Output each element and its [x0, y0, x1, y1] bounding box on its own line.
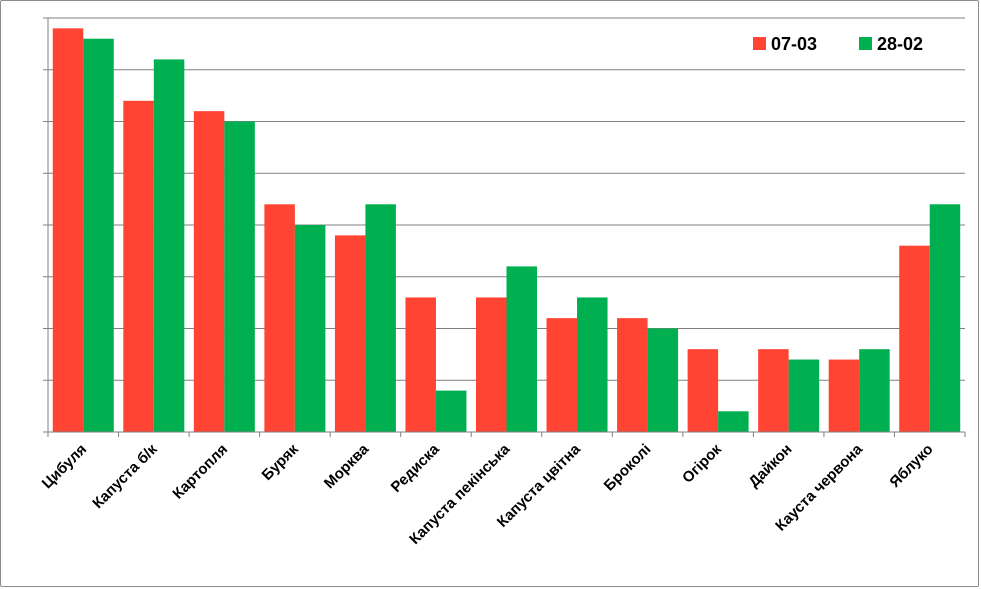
bar-07-03-9 [687, 349, 719, 432]
bars [52, 28, 961, 433]
bar-07-03-2 [193, 111, 225, 433]
bar-28-02-9 [718, 411, 749, 432]
bar-28-02-5 [435, 390, 467, 432]
legend-swatch-28-02 [859, 37, 872, 50]
category-label: Картопля [169, 441, 231, 503]
bar-28-02-2 [224, 121, 255, 432]
axes [43, 17, 966, 437]
legend-label-07-03: 07-03 [771, 34, 817, 54]
category-labels: Цибуля Капуста б/к Картопля Буряк Морква Реди… [39, 440, 937, 548]
bar-07-03-0 [52, 28, 84, 432]
category-label: Дайкон [745, 441, 795, 491]
bar-07-03-7 [546, 318, 578, 432]
bar-07-03-10 [758, 349, 789, 432]
bar-07-03-3 [264, 204, 295, 432]
category-label: Яблуко [886, 441, 936, 491]
category-label: Цибуля [39, 441, 90, 492]
bar-28-02-10 [788, 359, 820, 432]
bar-28-02-12 [929, 204, 961, 432]
bar-07-03-11 [828, 359, 860, 432]
bar-07-03-12 [899, 245, 930, 432]
category-label: Капуста б/к [89, 440, 161, 512]
category-label: Броколі [601, 441, 655, 495]
bar-07-03-6 [476, 297, 507, 432]
bar-28-02-3 [294, 225, 326, 432]
legend-swatch-07-03 [753, 37, 766, 50]
legend: 07-03 28-02 [753, 34, 923, 54]
bar-07-03-8 [617, 318, 648, 432]
legend-label-28-02: 28-02 [877, 34, 923, 54]
bar-28-02-6 [506, 266, 537, 432]
bar-28-02-1 [153, 59, 185, 433]
bar-07-03-1 [123, 100, 154, 433]
category-label: Редиска [388, 440, 444, 496]
bar-28-02-11 [859, 349, 890, 432]
bar-07-03-5 [405, 297, 436, 432]
bar-28-02-8 [647, 328, 679, 432]
category-label: Буряк [259, 440, 302, 483]
bar-28-02-7 [577, 297, 608, 432]
category-label: Огірок [679, 440, 725, 486]
bar-28-02-0 [83, 38, 114, 432]
category-label: Морква [321, 440, 373, 492]
bar-28-02-4 [365, 204, 396, 432]
bar-07-03-4 [334, 235, 366, 432]
